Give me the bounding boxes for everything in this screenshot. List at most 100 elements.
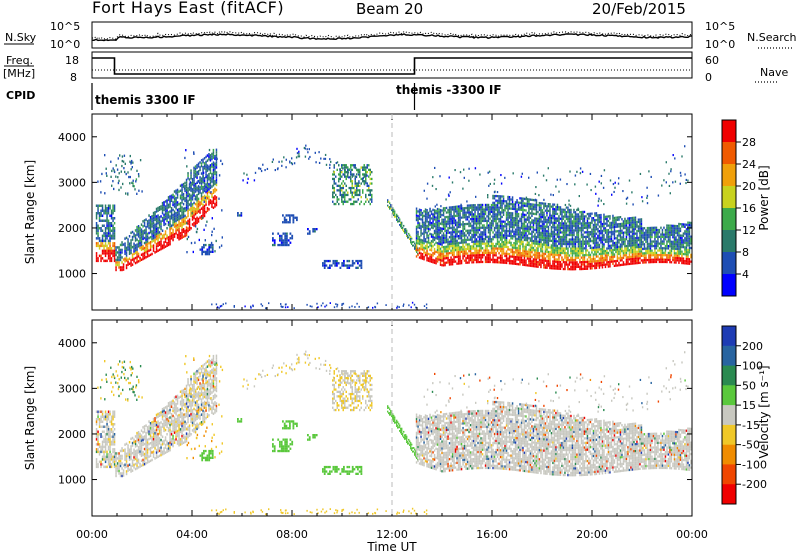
echo-cell [101,172,103,176]
echo-cell [136,230,138,234]
echo-cell [496,238,499,241]
echo-cell [332,259,335,263]
echo-cell [564,265,566,268]
echo-cell [504,204,506,207]
echo-cell [571,229,574,232]
echo-cell [339,184,341,187]
echo-cell [100,191,102,194]
echo-cell [460,262,463,265]
echo-cell [148,254,150,257]
echo-cell [139,236,141,240]
echo-cell [333,164,335,167]
echo-cell [534,217,536,220]
echo-cell [436,251,439,254]
echo-cell [510,232,512,235]
echo-cell [619,229,622,232]
echo-cell [565,222,568,225]
echo-cell [529,237,532,240]
echo-cell [221,162,224,166]
echo-cell [510,262,512,265]
echo-cell [426,211,428,214]
echo-cell [447,247,449,250]
echo-cell [338,184,340,187]
echo-cell [173,195,176,198]
echo-cell [592,246,595,249]
echo-cell [459,221,461,224]
echo-cell [462,225,464,228]
echo-cell [481,256,484,259]
echo-cell [529,203,532,206]
echo-cell [463,207,466,210]
echo-cell [642,240,644,244]
echo-cell [502,245,505,248]
echo-cell [95,222,98,225]
echo-cell [323,259,326,263]
echo-cell [634,248,637,251]
echo-cell [546,243,548,247]
echo-cell [139,239,141,242]
echo-cell [492,249,494,252]
echo-cell [537,220,539,223]
echo-cell [194,167,197,171]
echo-cell [97,257,99,260]
echo-cell [342,193,344,197]
echo-cell [469,224,472,228]
echo-cell [550,219,553,222]
echo-cell [417,226,419,229]
echo-cell [501,224,503,228]
echo-cell [490,238,493,241]
echo-cell [639,232,641,235]
echo-cell [205,188,207,191]
echo-cell [537,229,539,232]
echo-cell [314,230,316,233]
echo-cell [471,213,473,216]
echo-cell [119,251,122,254]
echo-cell [170,207,173,210]
echo-cell [574,258,577,262]
echo-cell [523,231,526,235]
echo-cell [112,227,114,230]
echo-cell [113,249,116,253]
echo-cell [544,243,547,246]
echo-cell [112,207,114,210]
echo-cell [484,242,487,245]
echo-cell [112,209,114,212]
echo-cell [637,236,640,239]
echo-cell [459,209,461,213]
echo-cell [418,224,421,227]
echo-cell [637,252,640,255]
echo-cell [462,257,464,260]
echo-cell [106,174,108,177]
echo-cell [456,214,458,217]
echo-cell [540,204,542,207]
echo-cell [511,246,514,249]
echo-cell [405,228,407,230]
echo-cell [203,250,205,253]
echo-cell [200,217,203,220]
echo-cell [357,266,359,269]
echo-cell [450,208,452,211]
echo-cell [140,223,143,226]
echo-cell [112,249,114,253]
echo-cell [466,211,469,214]
echo-cell [128,250,131,253]
echo-cell [181,213,183,217]
echo-cell [558,240,560,243]
echo-cell [628,233,631,236]
echo-cell [609,217,611,220]
echo-cell [145,238,147,241]
echo-cell [598,248,601,251]
echo-cell [143,231,146,235]
echo-cell [589,255,592,259]
echo-cell [197,165,200,168]
echo-cell [595,266,598,270]
echo-cell [457,262,460,265]
echo-cell [631,216,634,220]
echo-cell [423,248,425,252]
echo-cell [609,224,611,227]
echo-cell [190,189,192,192]
echo-cell [161,234,164,237]
echo-cell [607,215,610,218]
echo-cell [417,214,419,218]
echo-cell [315,161,317,164]
